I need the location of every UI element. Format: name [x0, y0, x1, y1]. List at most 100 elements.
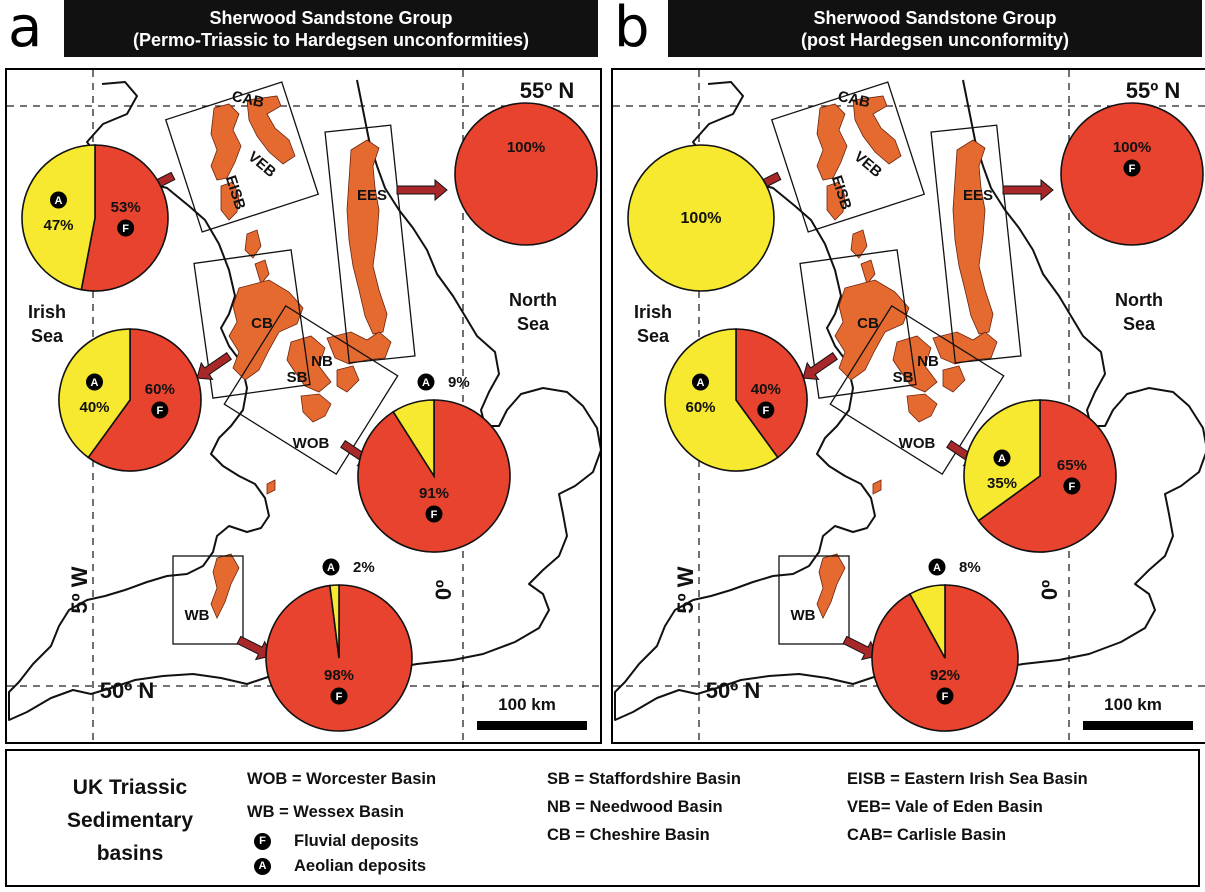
pie-slice-fluvial: [735, 328, 808, 459]
pie-arrow-shape: [236, 635, 272, 661]
basin-code-nb: NB: [917, 353, 939, 370]
pie-aeolian-value: 35%: [987, 475, 1017, 492]
pie-fluvial-badge-letter: F: [762, 405, 769, 417]
pie-aeolian-value: 9%: [448, 374, 470, 391]
pie-arrow-shape: [196, 352, 232, 381]
pie-aeolian-value: 100%: [681, 210, 722, 227]
pie-aeolian-badge-letter: A: [422, 377, 430, 389]
legend-aeolian: Aeolian deposits: [294, 857, 427, 875]
pie-slice-aeolian: [908, 584, 946, 659]
basin-outlier-2: [254, 259, 270, 285]
panel-b-letter: b: [614, 0, 650, 60]
basin-sb-outcrop: [892, 335, 938, 393]
pie-fluvial-value: 60%: [145, 381, 175, 398]
basin-code-wb: WB: [185, 607, 210, 624]
pie-aeolian-badge-letter: A: [91, 377, 99, 389]
panel-b-header: Sherwood Sandstone Group (post Hardegsen…: [668, 0, 1202, 57]
scale-label: 100 km: [498, 695, 556, 714]
pie-arrow-shape: [1002, 178, 1054, 202]
pie-aeolian-badge: [993, 449, 1011, 467]
basin-outlier-1: [850, 229, 868, 259]
north-sea-label-1: North: [509, 290, 557, 310]
lat-50n-label: 50º N: [100, 678, 155, 703]
pie-fluvial-badge: [117, 219, 135, 237]
pie-fluvial-badge: [936, 687, 954, 705]
pie-wb: 92% F A 8%: [842, 558, 1019, 732]
pie-fluvial-value: 65%: [1057, 457, 1087, 474]
basin-outlier-1: [244, 229, 262, 259]
basin-wob-outcrop: [906, 393, 938, 423]
pie-slice-fluvial: [80, 144, 169, 292]
pie-fluvial-badge-letter: F: [942, 691, 949, 703]
basin-code-wb: WB: [791, 607, 816, 624]
legend-staffordshire: SB = Staffordshire Basin: [547, 770, 741, 788]
basin-code-wob: WOB: [293, 435, 330, 452]
pie-fluvial-badge: [1123, 159, 1141, 177]
basin-code-cb: CB: [857, 315, 879, 332]
pie-fluvial-value: 91%: [419, 485, 449, 502]
map-panel-b: CAB VEB EISB EES CB NB SB WOB WB Irish Sea North Sea…: [611, 68, 1205, 744]
pie-fluvial-badge-letter: F: [336, 691, 343, 703]
pie-slice-aeolian: [328, 584, 340, 659]
box-ees: [324, 124, 416, 364]
coastline: [614, 79, 1205, 721]
pie-fluvial-value: 40%: [751, 381, 781, 398]
pie-slice-fluvial: [87, 328, 202, 472]
pie-fluvial-badge-letter: F: [1069, 481, 1076, 493]
pie-wob: 65% F A 35%: [946, 399, 1117, 553]
pie-cb: 60% F A 40%: [58, 328, 232, 472]
pie-ees: 100% F: [1002, 102, 1204, 246]
irish-sea-label-1: Irish: [28, 302, 66, 322]
pie-slice-aeolian: [21, 144, 96, 291]
pie-fluvial-badge-letter: F: [156, 405, 163, 417]
legend-aeolian-symbol: A: [254, 858, 271, 875]
basin-code-ees: EES: [357, 187, 387, 204]
basin-eisb-outcrop: [826, 181, 846, 221]
lon-0-label: 0º: [1037, 580, 1062, 600]
box-ees: [930, 124, 1022, 364]
pie-aeolian-value: 2%: [353, 559, 375, 576]
basin-eisb-outcrop: [220, 181, 240, 221]
basin-code-wob: WOB: [899, 435, 936, 452]
box-eisb-veb-cab: [164, 81, 320, 233]
basin-wob-outcrop-2: [336, 365, 360, 393]
basin-nb-outcrop: [932, 331, 998, 365]
pie-fluvial-value: 53%: [111, 199, 141, 216]
pie-fluvial-badge-letter: F: [431, 509, 438, 521]
basin-code-sb: SB: [893, 369, 914, 386]
panel-a-header: Sherwood Sandstone Group (Permo-Triassic…: [64, 0, 598, 57]
pie-aeolian-badge-letter: A: [327, 562, 335, 574]
legend-wessex: WB = Wessex Basin: [247, 803, 404, 821]
basin-code-ees: EES: [963, 187, 993, 204]
pie-wob: 91% F A 9%: [340, 373, 511, 553]
pie-aeolian-badge: [692, 373, 709, 391]
pie-arrow-shape: [802, 352, 838, 381]
legend-fluvial-symbol: F: [254, 833, 271, 850]
basin-wb-outcrop: [210, 553, 240, 619]
pie-aeolian-badge-letter: A: [933, 562, 941, 574]
pie-arrow: [236, 635, 272, 661]
lon-5w-label: 5º W: [673, 566, 698, 613]
pie-arrow: [396, 178, 448, 202]
scale-bar: [1083, 721, 1193, 730]
pie-fluvial-badge: [757, 401, 775, 419]
lat-55n-label: 55º N: [1126, 78, 1181, 103]
legend-needwood: NB = Needwood Basin: [547, 798, 723, 816]
north-sea-label-2: Sea: [517, 314, 550, 334]
legend-eastern-irish-sea: EISB = Eastern Irish Sea Basin: [847, 770, 1088, 788]
basin-veb-outcrop: [852, 95, 902, 165]
legend-worcester: WOB = Worcester Basin: [247, 770, 437, 788]
pie-aeolian-badge: [928, 558, 946, 576]
basin-veb-outcrop: [246, 95, 296, 165]
pie-ees: 100%: [396, 102, 598, 246]
pie-fluvial-badge-letter: F: [122, 223, 129, 235]
pie-aeolian-value: 47%: [43, 217, 73, 234]
lon-5w-label: 5º W: [67, 566, 92, 613]
pie-slice-aeolian: [664, 328, 779, 472]
basin-cb-outcrop: [228, 279, 304, 381]
pie-fluvial-value: 100%: [507, 139, 545, 156]
pie-arrow: [842, 635, 878, 661]
pie-slice-fluvial: [454, 102, 598, 246]
